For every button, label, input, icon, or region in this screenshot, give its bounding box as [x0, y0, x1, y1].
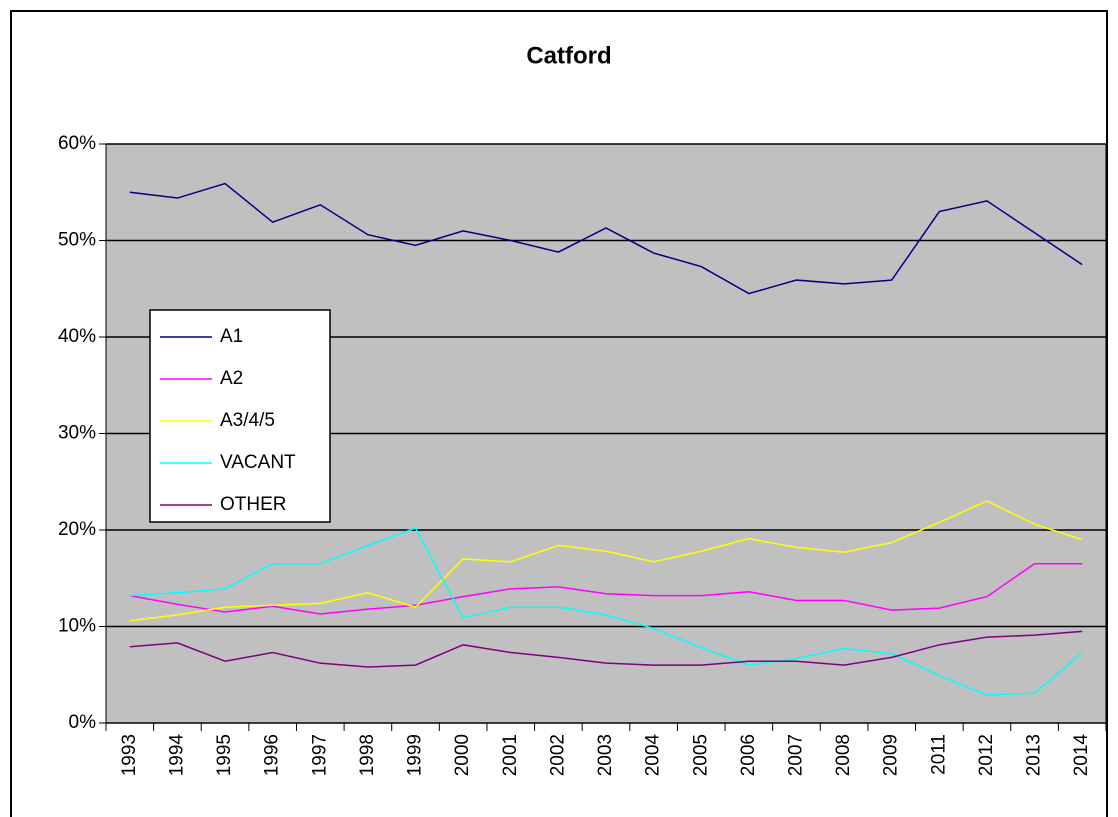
x-tick-label: 2002 [547, 734, 568, 776]
legend-label: A3/4/5 [220, 410, 275, 431]
legend-label: VACANT [220, 452, 296, 473]
x-tick-label: 2013 [1024, 734, 1045, 776]
legend-box [149, 309, 331, 523]
x-tick-label: 2000 [452, 734, 473, 776]
x-tick-label: 1999 [405, 734, 426, 776]
series-line [129, 182, 1083, 295]
x-tick-label: 1998 [357, 734, 378, 776]
x-tick-label: 2011 [928, 734, 949, 775]
x-tick-label: 1996 [262, 734, 283, 776]
x-tick-label: 2006 [738, 734, 759, 776]
legend-label: OTHER [220, 494, 287, 515]
x-tick-label: 2001 [500, 734, 521, 776]
x-tick-label: 2014 [1071, 734, 1092, 777]
y-tick-label: 20% [58, 519, 96, 540]
x-tick-label: 2004 [643, 734, 664, 777]
legend-label: A2 [220, 368, 243, 389]
series-line [129, 563, 1083, 615]
x-tick-label: 1993 [119, 734, 140, 776]
y-tick-label: 50% [58, 230, 96, 251]
y-tick-label: 30% [58, 423, 96, 444]
series-line [129, 527, 1083, 696]
chart-title: Catford [526, 42, 611, 69]
x-tick-label: 1995 [214, 734, 235, 776]
x-tick-label: 1997 [309, 734, 330, 776]
x-tick-label: 2007 [785, 734, 806, 776]
x-tick-label: 2008 [833, 734, 854, 776]
x-tick-label: 2005 [690, 734, 711, 776]
y-tick-label: 0% [69, 712, 97, 733]
x-tick-label: 2009 [881, 734, 902, 776]
y-tick-label: 60% [58, 133, 96, 154]
legend-label: A1 [220, 326, 243, 347]
x-tick-label: 2003 [595, 734, 616, 776]
chart-frame [10, 10, 1108, 817]
series-line [129, 500, 1083, 622]
y-tick-label: 10% [58, 616, 96, 637]
series-line [129, 630, 1083, 668]
x-tick-label: 2012 [976, 734, 997, 776]
y-tick-label: 40% [58, 326, 96, 347]
x-tick-label: 1994 [166, 734, 187, 777]
